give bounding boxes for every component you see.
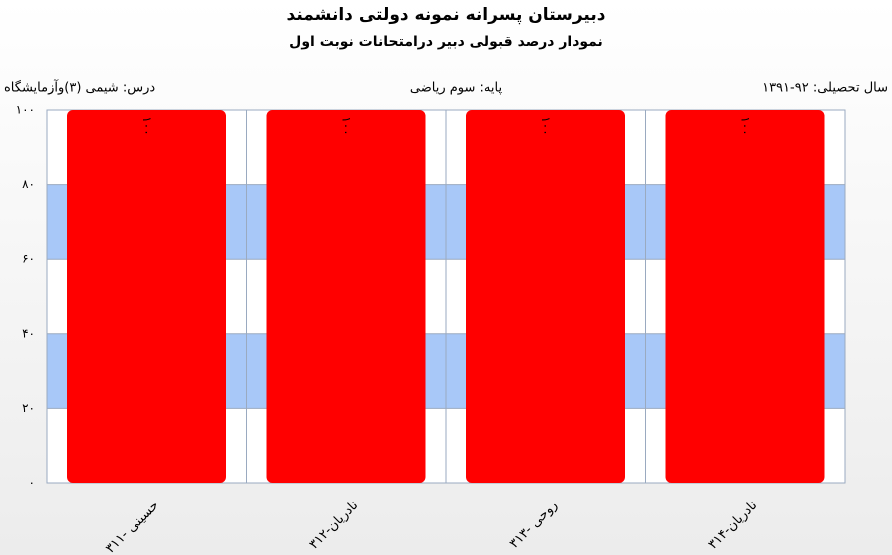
x-tick-label: نادریان-۳۱۴	[706, 498, 761, 553]
x-tick-label: حسینی -۳۱۱	[103, 498, 162, 555]
y-tick-label: ۰	[29, 476, 35, 490]
bar	[665, 110, 825, 483]
y-tick-label: ۲۰	[22, 401, 35, 415]
data-label: ۱۰۰	[340, 116, 354, 135]
bar	[67, 110, 226, 483]
data-label: ۱۰۰	[539, 116, 553, 135]
chart-title: دبیرستان پسرانه نمونه دولتی دانشمند	[287, 5, 606, 25]
x-tick-label: روحی -۳۱۳	[507, 498, 561, 552]
y-tick-label: ۶۰	[22, 252, 35, 266]
y-tick-label: ۸۰	[22, 177, 35, 191]
y-tick-label: ۴۰	[22, 326, 35, 340]
x-tick-label: نادریان-۳۱۲	[307, 498, 362, 553]
y-tick-label: ۱۰۰	[16, 103, 35, 117]
bar	[266, 110, 426, 483]
chart-subtitle: نمودار درصد قبولی دبیر درامتحانات نوبت ا…	[289, 34, 603, 50]
annotation: سال تحصیلی: ۹۲-۱۳۹۱	[762, 81, 888, 96]
annotation: پایه: سوم ریاضی	[410, 81, 503, 96]
annotation: درس: شیمی (۳)وآزمایشگاه	[4, 79, 155, 96]
bar	[466, 110, 625, 483]
data-label: ۱۰۰	[140, 116, 154, 135]
data-label: ۱۰۰	[739, 116, 753, 135]
